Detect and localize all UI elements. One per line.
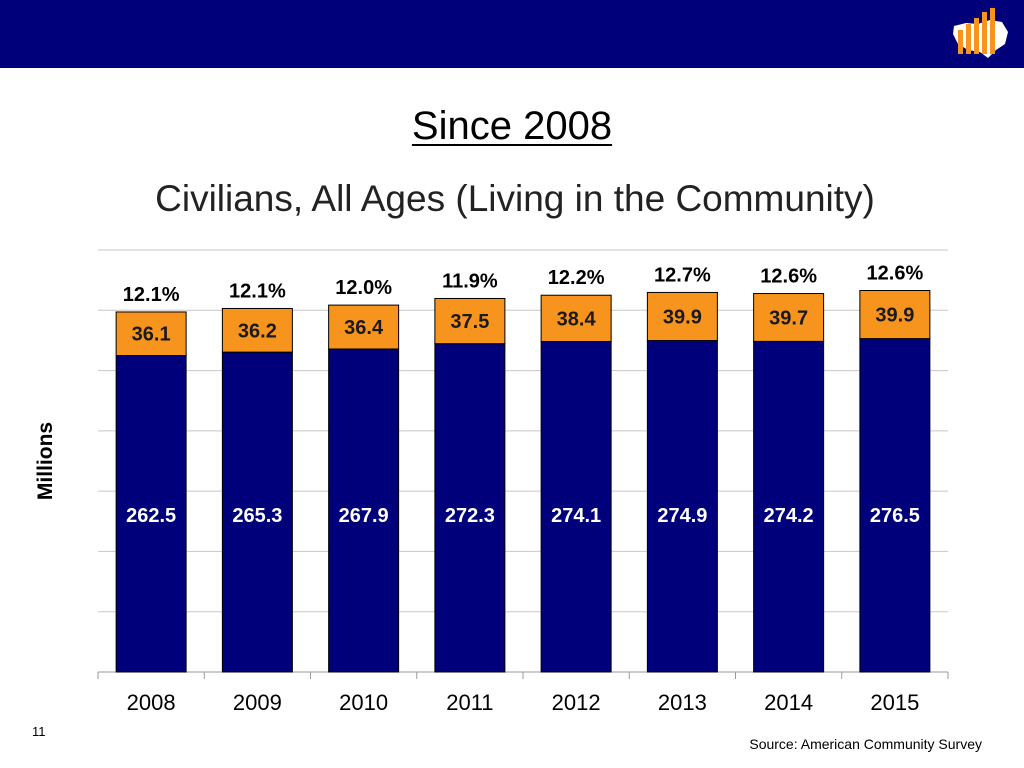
top-percent-label: 12.1% — [229, 280, 286, 302]
bar-segment-base — [221, 351, 293, 673]
top-percent-label: 12.7% — [654, 264, 711, 286]
data-label: 274.9 — [657, 505, 707, 527]
bar-segment-base — [859, 338, 931, 673]
x-tick-label: 2013 — [658, 690, 707, 715]
bar-chart-usa-map-logo-icon — [953, 8, 1008, 58]
data-label: 265.3 — [232, 505, 282, 527]
top-percent-label: 12.1% — [123, 284, 180, 306]
x-tick-label: 2010 — [339, 690, 388, 715]
x-tick-label: 2012 — [552, 690, 601, 715]
top-percent-label: 12.0% — [335, 277, 392, 299]
bar-segment-base — [328, 348, 400, 673]
stacked-bar-chart: Millions 262.5 36.1 12.1% 2008 265.3 36.2 12.1%… — [34, 249, 949, 715]
bar-segment-base — [646, 340, 718, 673]
top-percent-label: 11.9% — [442, 270, 498, 292]
data-label: 274.2 — [764, 505, 814, 527]
bar-segment-base — [753, 340, 825, 673]
bar-segment-top — [540, 294, 612, 343]
x-tick-label: 2011 — [446, 690, 493, 715]
data-label: 276.5 — [870, 505, 920, 527]
slide-title: Since 2008 — [411, 104, 613, 148]
data-label: 39.9 — [663, 306, 702, 328]
bar-segment-top — [328, 304, 400, 350]
bar-segment-top — [753, 293, 825, 342]
slide-subtitle: Civilians, All Ages (Living in the Commu… — [155, 178, 875, 219]
bar-segment-base — [540, 341, 612, 673]
data-label: 267.9 — [339, 505, 389, 527]
x-tick-label: 2014 — [764, 690, 813, 715]
bar-segment-top — [221, 307, 293, 353]
data-label: 274.1 — [551, 505, 601, 527]
x-tick-label: 2009 — [233, 690, 282, 715]
y-axis-label: Millions — [34, 422, 57, 500]
data-label: 39.9 — [875, 305, 914, 327]
header-bar — [0, 0, 1024, 68]
data-label: 272.3 — [445, 505, 495, 527]
bar-segment-base — [115, 355, 187, 673]
page-number: 11 — [32, 724, 46, 739]
source-note: Source: American Community Survey — [749, 736, 982, 752]
bar-segment-top — [859, 290, 931, 340]
top-percent-label: 12.6% — [760, 266, 817, 288]
data-label: 38.4 — [557, 308, 597, 330]
top-percent-label: 12.6% — [867, 263, 924, 285]
bar-segment-top — [434, 297, 506, 345]
data-label: 39.7 — [769, 307, 808, 329]
data-label: 36.4 — [344, 317, 384, 339]
data-label: 37.5 — [450, 311, 489, 333]
top-percent-label: 12.2% — [548, 267, 605, 289]
x-tick-label: 2015 — [870, 690, 919, 715]
data-label: 262.5 — [126, 505, 176, 527]
data-label: 36.2 — [238, 320, 277, 342]
bar-segment-top — [646, 291, 718, 342]
data-label: 36.1 — [132, 324, 171, 346]
bar-segment-top — [115, 311, 187, 357]
x-tick-label: 2008 — [127, 690, 176, 715]
